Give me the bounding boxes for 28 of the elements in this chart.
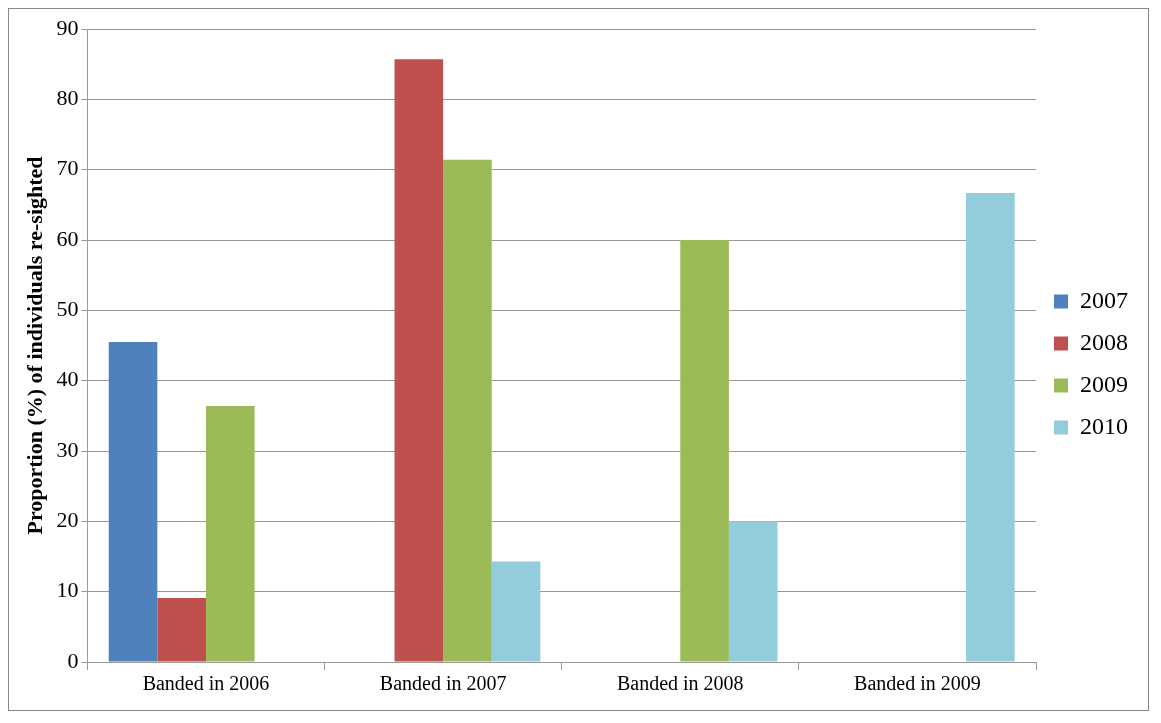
y-tick-label: 90: [56, 14, 79, 40]
bar: [443, 159, 492, 662]
bar: [108, 341, 158, 662]
x-tick-label: Banded in 2007: [379, 672, 507, 695]
y-axis-title: Proportion (%) of individuals re-sighted: [21, 156, 47, 535]
y-tick-label: 0: [67, 647, 79, 673]
bar: [680, 240, 729, 662]
y-tick-label: 50: [56, 296, 79, 322]
bar: [157, 598, 206, 662]
bar: [966, 192, 1015, 662]
bar: [491, 561, 541, 662]
y-tick-label: 40: [56, 366, 79, 392]
y-tick-label: 30: [56, 436, 79, 462]
y-tick-label: 60: [56, 225, 79, 251]
y-tick-label: 80: [56, 85, 79, 111]
x-tick-label: Banded in 2008: [616, 672, 744, 695]
x-tick-label: Banded in 2006: [142, 672, 270, 695]
legend-label: 2007: [1080, 286, 1128, 313]
y-tick-label: 20: [56, 507, 79, 533]
legend-label: 2010: [1080, 412, 1128, 439]
bar: [205, 405, 255, 662]
bar: [394, 59, 444, 662]
x-tick-label: Banded in 2009: [854, 672, 981, 695]
legend-label: 2008: [1080, 328, 1128, 355]
legend-label: 2009: [1080, 370, 1128, 397]
bar: [728, 521, 778, 662]
y-tick-label: 10: [56, 577, 79, 603]
y-tick-label: 70: [56, 155, 79, 181]
